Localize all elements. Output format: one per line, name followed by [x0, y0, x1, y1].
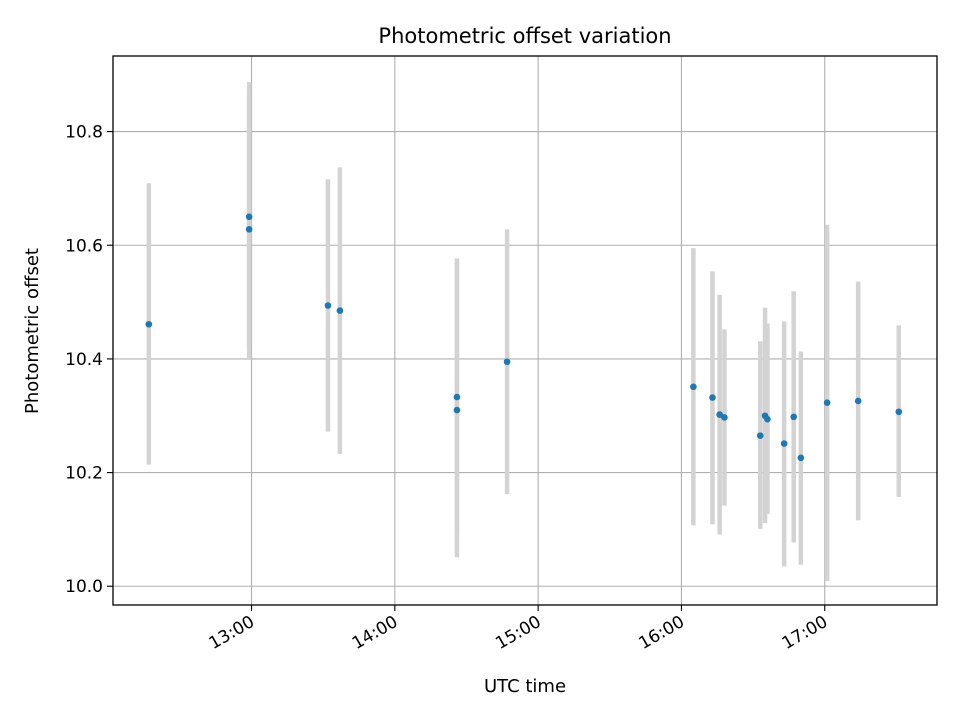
y-tick-label: 10.6 [65, 236, 103, 256]
data-point [721, 414, 728, 421]
y-tick-label: 10.8 [65, 123, 103, 143]
data-point [324, 302, 332, 309]
data-point [336, 307, 344, 314]
chart-title: Photometric offset variation [378, 24, 671, 48]
data-point [797, 454, 805, 462]
data-point [690, 383, 697, 391]
y-tick-label: 10.2 [65, 464, 103, 484]
data-point [790, 413, 797, 421]
data-point [453, 406, 461, 414]
data-point [245, 226, 253, 233]
grid-lines [113, 56, 937, 605]
data-point [709, 394, 716, 401]
x-axis-label: UTC time [484, 676, 566, 697]
data-point [823, 399, 831, 406]
data-points [145, 213, 903, 462]
data-point [756, 432, 764, 439]
y-axis-label: Photometric offset [22, 248, 43, 414]
data-point [245, 213, 253, 221]
y-tick-label: 10.4 [65, 350, 103, 370]
data-point [503, 358, 511, 366]
y-tick-label: 10.0 [65, 577, 103, 597]
data-point [854, 397, 862, 405]
data-point [780, 440, 788, 447]
data-point [764, 415, 771, 423]
data-point [895, 408, 903, 416]
data-point [716, 411, 723, 418]
data-point [145, 320, 153, 328]
data-point [453, 393, 461, 401]
plot-area-frame [112, 55, 938, 606]
